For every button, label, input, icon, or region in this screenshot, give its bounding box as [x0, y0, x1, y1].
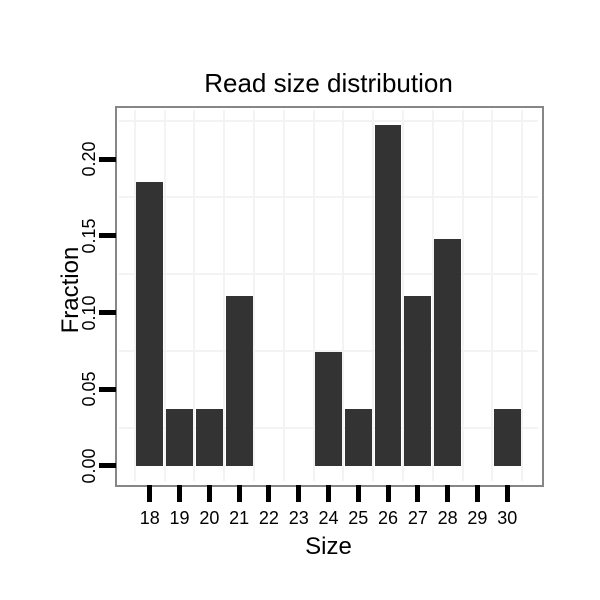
x-axis-tick	[415, 485, 421, 502]
minor-gridline-horizontal	[119, 273, 538, 276]
x-tick-label: 18	[139, 508, 160, 528]
x-axis-tick	[445, 485, 451, 502]
minor-gridline-vertical	[342, 110, 345, 481]
x-tick-label: 24	[318, 508, 339, 528]
minor-gridline-vertical	[461, 110, 464, 481]
x-axis-tick	[326, 485, 331, 502]
minor-gridline-vertical	[282, 110, 285, 481]
bar-size-19	[166, 409, 193, 466]
bar-size-20	[195, 409, 223, 466]
x-axis-tick	[385, 485, 391, 502]
x-tick-label: 20	[199, 508, 220, 528]
y-tick-label: 0.00	[79, 448, 99, 484]
x-axis-tick	[236, 485, 242, 502]
x-tick-label: 22	[258, 508, 279, 528]
minor-gridline-vertical	[372, 110, 375, 481]
minor-gridline-horizontal	[119, 349, 538, 352]
minor-gridline-vertical	[521, 110, 524, 481]
x-axis-tick	[355, 485, 361, 502]
minor-gridline-vertical	[253, 110, 256, 481]
minor-gridline-vertical	[223, 110, 226, 481]
bar-size-30	[493, 409, 521, 466]
x-axis-tick	[177, 485, 183, 502]
x-axis-tick	[474, 485, 480, 502]
bar-size-26	[374, 125, 402, 466]
y-axis-tick	[99, 463, 116, 469]
minor-gridline-vertical	[193, 110, 196, 481]
x-axis-tick	[147, 485, 153, 502]
bar-size-27	[404, 295, 432, 466]
bar-size-18	[136, 181, 164, 466]
minor-gridline-vertical	[133, 110, 136, 481]
minor-gridline-horizontal	[119, 119, 538, 122]
x-tick-label: 21	[229, 508, 250, 528]
y-axis-tick	[99, 386, 116, 392]
minor-gridline-vertical	[491, 110, 494, 481]
minor-gridline-vertical	[312, 110, 315, 481]
minor-gridline-vertical	[163, 110, 166, 481]
minor-gridline-horizontal	[119, 196, 538, 199]
bar-size-21	[225, 295, 253, 466]
bar-size-25	[344, 409, 372, 466]
minor-gridline-vertical	[401, 110, 404, 481]
minor-gridline-vertical	[431, 110, 434, 481]
y-axis-tick	[99, 233, 116, 239]
y-tick-label: 0.20	[79, 141, 99, 177]
x-tick-label: 30	[497, 508, 518, 528]
y-axis-tick	[99, 310, 116, 316]
x-axis-tick	[504, 485, 510, 502]
chart-title: Read size distribution	[204, 68, 453, 98]
x-tick-label: 28	[437, 508, 458, 528]
x-axis-tick	[266, 485, 272, 502]
x-tick-label: 19	[169, 508, 190, 528]
x-axis-tick	[206, 485, 212, 502]
x-tick-label: 27	[407, 508, 428, 528]
x-tick-label: 29	[467, 508, 488, 528]
bar-size-28	[434, 238, 462, 466]
x-tick-label: 26	[378, 508, 399, 528]
x-tick-label: 25	[348, 508, 369, 528]
x-tick-label: 23	[288, 508, 309, 528]
x-axis-tick	[296, 485, 302, 502]
x-axis-title: Size	[305, 533, 352, 560]
y-axis-title: Fraction	[57, 246, 84, 334]
y-axis-tick	[99, 156, 116, 162]
bar-size-24	[315, 352, 342, 466]
